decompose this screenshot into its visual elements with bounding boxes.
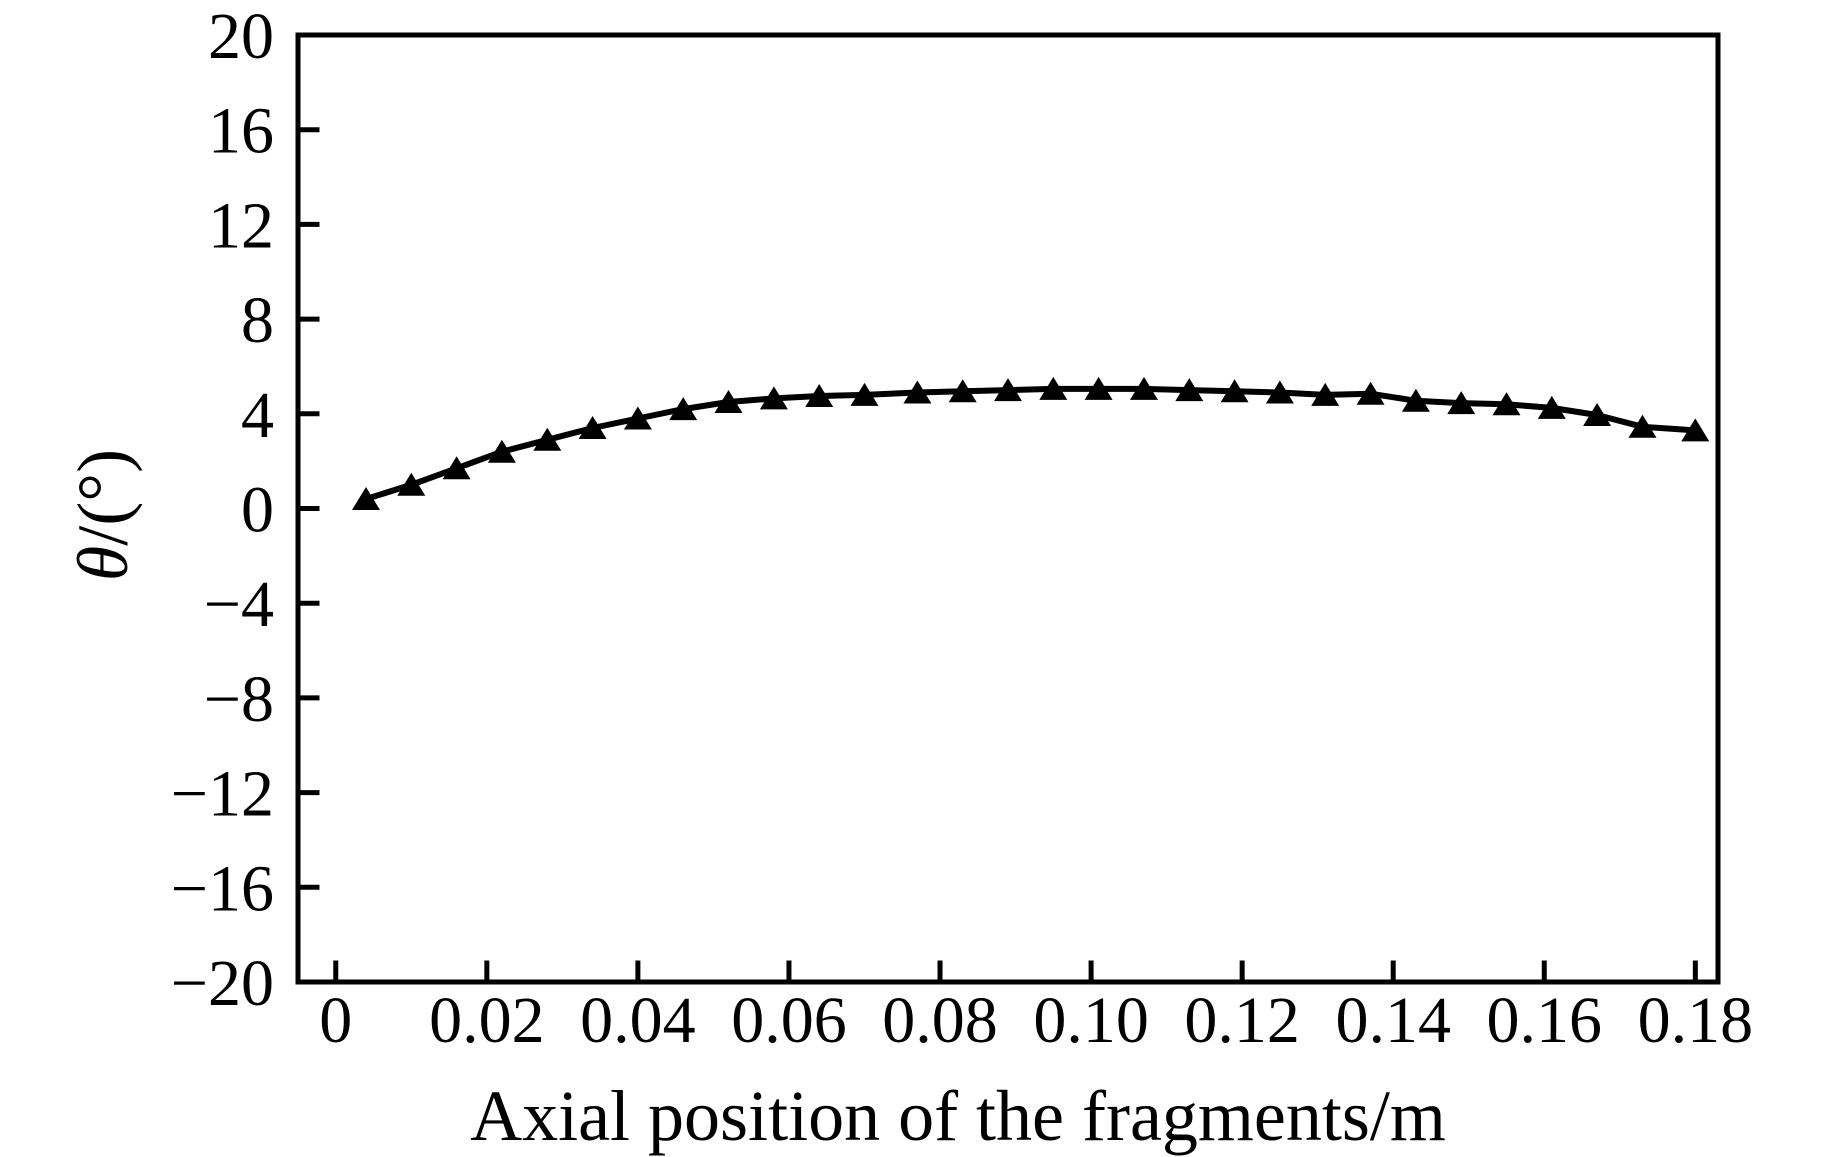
y-tick-label: 12 bbox=[208, 189, 274, 262]
series-marker-triangle-icon bbox=[669, 397, 698, 421]
y-tick-label: −4 bbox=[204, 568, 274, 641]
y-tick-label: −12 bbox=[171, 758, 274, 831]
theta-symbol: θ bbox=[63, 546, 143, 581]
series-marker-triangle-icon bbox=[1447, 391, 1476, 415]
x-axis-label: Axial position of the fragments/m bbox=[470, 1076, 1446, 1156]
series-marker-triangle-icon bbox=[1220, 379, 1249, 403]
y-tick-label: 20 bbox=[208, 0, 274, 73]
series-marker-triangle-icon bbox=[1311, 382, 1340, 406]
series-marker-triangle-icon bbox=[1681, 418, 1710, 442]
y-tick-label: 4 bbox=[241, 379, 274, 452]
series-marker-triangle-icon bbox=[442, 456, 471, 480]
series-line bbox=[363, 385, 1699, 502]
x-tick-label: 0.02 bbox=[429, 984, 545, 1057]
x-tick-label: 0 bbox=[319, 984, 352, 1057]
series-marker-triangle-icon bbox=[487, 439, 516, 463]
x-tick-label: 0.06 bbox=[731, 984, 847, 1057]
y-axis-label: θ/(°) bbox=[63, 449, 143, 581]
series-marker-triangle-icon bbox=[578, 416, 607, 439]
y-tick-label: −16 bbox=[171, 852, 274, 925]
y-axis-label-unit: /(°) bbox=[63, 449, 143, 546]
series-marker-triangle-icon bbox=[948, 379, 977, 403]
series-marker-triangle-icon bbox=[805, 384, 834, 407]
x-tick-label: 0.08 bbox=[882, 984, 998, 1057]
y-tick-label: −8 bbox=[204, 663, 274, 736]
y-tick-label: −20 bbox=[171, 947, 274, 1020]
x-tick-label: 0.10 bbox=[1033, 984, 1149, 1057]
plot-border bbox=[295, 32, 1721, 985]
series-marker-triangle-icon bbox=[714, 390, 743, 413]
series-marker-triangle-icon bbox=[397, 472, 426, 496]
series-marker-triangle-icon bbox=[1583, 403, 1612, 426]
series-marker-triangle-icon bbox=[352, 487, 380, 510]
x-tick-label: 0.16 bbox=[1487, 984, 1603, 1057]
series-marker-triangle-icon bbox=[903, 380, 932, 404]
series-marker-triangle-icon bbox=[533, 427, 562, 451]
y-tick-label: 16 bbox=[208, 95, 274, 168]
series-marker-triangle-icon bbox=[850, 382, 879, 406]
series-marker-triangle-icon bbox=[1175, 378, 1204, 402]
series-marker-triangle-icon bbox=[1492, 392, 1521, 416]
x-tick-label: 0.12 bbox=[1184, 984, 1300, 1057]
x-tick-label: 0.04 bbox=[580, 984, 696, 1057]
series-marker-triangle-icon bbox=[1401, 388, 1430, 412]
series-marker-triangle-icon bbox=[1039, 376, 1068, 400]
series-marker-triangle-icon bbox=[994, 378, 1022, 402]
series-marker-triangle-icon bbox=[759, 386, 788, 410]
series-marker-triangle-icon bbox=[1265, 380, 1294, 404]
series-marker-triangle-icon bbox=[1130, 376, 1158, 400]
series-marker-triangle-icon bbox=[1356, 381, 1385, 405]
series-marker-triangle-icon bbox=[1537, 395, 1566, 419]
x-tick-label: 0.14 bbox=[1335, 984, 1451, 1057]
series-marker-triangle-icon bbox=[1628, 414, 1657, 438]
y-tick-label: 8 bbox=[241, 284, 274, 357]
y-tick-label: 0 bbox=[241, 474, 274, 547]
plot-layer: 20 16 12 8 4 0 −4 −8 −12 −16 −20 0 0.02 0.04 0.06 0.08 0… bbox=[171, 0, 1753, 1057]
series-marker-triangle-icon bbox=[1084, 376, 1113, 400]
series-marker-triangle-icon bbox=[623, 406, 652, 430]
x-tick-label: 0.18 bbox=[1638, 984, 1754, 1057]
